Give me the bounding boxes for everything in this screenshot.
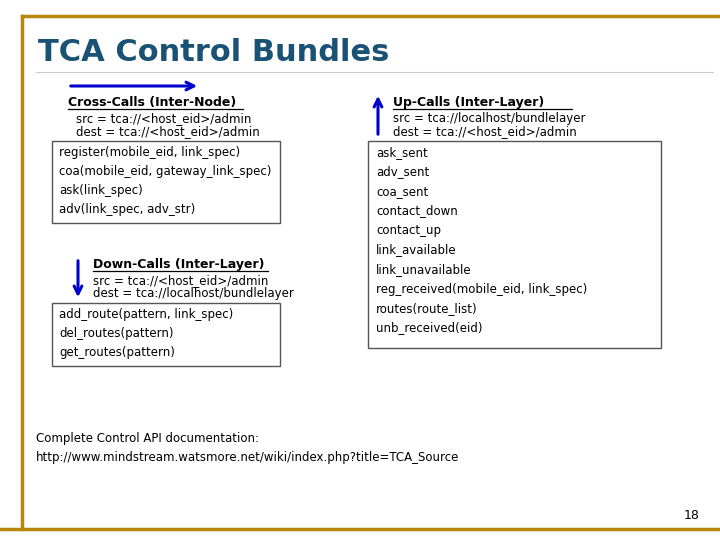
Text: Cross-Calls (Inter-Node): Cross-Calls (Inter-Node) <box>68 96 236 109</box>
Text: TCA Control Bundles: TCA Control Bundles <box>38 38 390 67</box>
Text: Up-Calls (Inter-Layer): Up-Calls (Inter-Layer) <box>393 96 544 109</box>
Text: src = tca://<host_eid>/admin: src = tca://<host_eid>/admin <box>76 112 251 125</box>
Text: 18: 18 <box>684 509 700 522</box>
FancyBboxPatch shape <box>52 303 280 366</box>
Text: add_route(pattern, link_spec)
del_routes(pattern)
get_routes(pattern): add_route(pattern, link_spec) del_routes… <box>59 308 233 359</box>
Text: src = tca://<host_eid>/admin: src = tca://<host_eid>/admin <box>93 274 269 287</box>
Text: Down-Calls (Inter-Layer): Down-Calls (Inter-Layer) <box>93 258 264 271</box>
FancyBboxPatch shape <box>368 141 661 348</box>
Text: Complete Control API documentation:
http://www.mindstream.watsmore.net/wiki/inde: Complete Control API documentation: http… <box>36 432 459 464</box>
Text: src = tca://localhost/bundlelayer: src = tca://localhost/bundlelayer <box>393 112 585 125</box>
Text: dest = tca://localhost/bundlelayer: dest = tca://localhost/bundlelayer <box>93 287 294 300</box>
Text: register(mobile_eid, link_spec)
coa(mobile_eid, gateway_link_spec)
ask(link_spec: register(mobile_eid, link_spec) coa(mobi… <box>59 146 271 216</box>
FancyBboxPatch shape <box>52 141 280 223</box>
Text: ask_sent
adv_sent
coa_sent
contact_down
contact_up
link_available
link_unavailab: ask_sent adv_sent coa_sent contact_down … <box>376 146 588 334</box>
Text: dest = tca://<host_eid>/admin: dest = tca://<host_eid>/admin <box>393 125 577 138</box>
Text: dest = tca://<host_eid>/admin: dest = tca://<host_eid>/admin <box>76 125 260 138</box>
